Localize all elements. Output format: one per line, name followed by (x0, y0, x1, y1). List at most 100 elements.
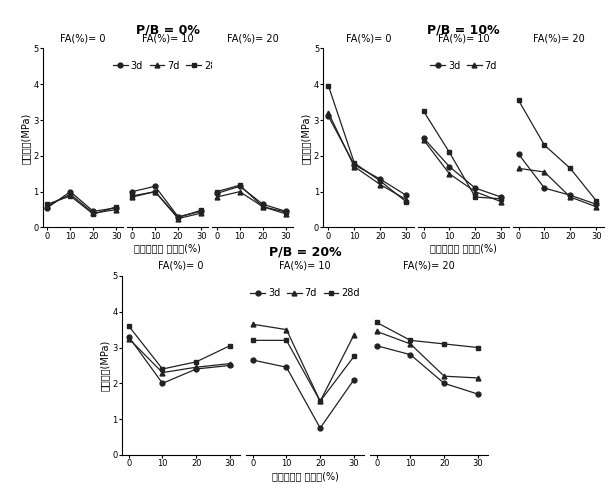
28d (159, 366, 166, 372)
28d (373, 319, 381, 325)
Legend: 3d, 7d: 3d, 7d (426, 57, 501, 75)
7d (497, 199, 504, 205)
7d (403, 197, 410, 202)
28d (407, 337, 414, 343)
3d (472, 185, 479, 191)
7d (283, 327, 290, 333)
7d (226, 361, 234, 366)
3d (592, 201, 600, 207)
Text: FA(%)= 10: FA(%)= 10 (438, 33, 489, 43)
7d (128, 194, 135, 200)
Text: FA(%)= 10: FA(%)= 10 (142, 33, 193, 43)
28d (259, 204, 267, 210)
3d (403, 192, 410, 198)
Line: 3d: 3d (421, 136, 503, 199)
7d (446, 171, 453, 177)
28d (113, 204, 120, 210)
7d (174, 215, 182, 221)
Y-axis label: 접착강도(MPa): 접착강도(MPa) (301, 112, 311, 164)
3d (446, 164, 453, 169)
Line: 3d: 3d (214, 184, 289, 214)
3d (198, 209, 205, 214)
Line: 7d: 7d (421, 137, 503, 204)
28d (446, 150, 453, 155)
Line: 28d: 28d (45, 194, 119, 217)
7d (440, 373, 448, 379)
3d (159, 380, 166, 386)
3d (420, 135, 427, 141)
7d (259, 204, 267, 210)
7d (351, 164, 358, 169)
Line: 28d: 28d (250, 338, 356, 404)
7d (198, 210, 205, 216)
7d (282, 211, 290, 217)
28d (283, 337, 290, 343)
Line: 3d: 3d (45, 189, 119, 214)
3d (128, 189, 135, 195)
7d (567, 194, 574, 200)
3d (113, 205, 120, 211)
Text: P/B = 10%: P/B = 10% (427, 23, 500, 36)
X-axis label: 고로슬래그 치환율(%): 고로슬래그 치환율(%) (134, 243, 201, 254)
Text: FA(%)= 20: FA(%)= 20 (533, 33, 584, 43)
28d (325, 83, 332, 89)
28d (236, 182, 243, 188)
3d (283, 364, 290, 370)
Line: 28d: 28d (326, 84, 409, 204)
Line: 7d: 7d (129, 189, 204, 221)
28d (472, 194, 479, 200)
28d (213, 189, 220, 195)
7d (592, 204, 600, 210)
Text: FA(%)= 0: FA(%)= 0 (158, 260, 204, 271)
28d (128, 193, 135, 199)
3d (407, 352, 414, 358)
28d (249, 337, 256, 343)
28d (125, 323, 132, 329)
28d (174, 214, 182, 220)
3d (567, 192, 574, 198)
28d (193, 359, 200, 365)
7d (151, 189, 159, 195)
3d (151, 183, 159, 189)
7d (373, 329, 381, 334)
28d (515, 97, 522, 103)
Line: 28d: 28d (421, 108, 503, 201)
28d (151, 189, 159, 195)
7d (420, 137, 427, 143)
28d (350, 353, 357, 359)
Line: 3d: 3d (129, 184, 204, 219)
3d (44, 205, 51, 211)
Line: 3d: 3d (375, 343, 480, 396)
3d (351, 162, 358, 167)
7d (236, 189, 243, 195)
28d (44, 201, 51, 207)
28d (66, 193, 74, 199)
7d (113, 207, 120, 212)
7d (474, 375, 481, 381)
28d (420, 108, 427, 114)
3d (226, 363, 234, 368)
Text: FA(%)= 0: FA(%)= 0 (60, 33, 106, 43)
28d (474, 345, 481, 350)
7d (540, 169, 548, 175)
Line: 7d: 7d (375, 329, 480, 380)
Line: 28d: 28d (126, 324, 232, 371)
Text: FA(%)= 10: FA(%)= 10 (279, 260, 331, 271)
Text: FA(%)= 20: FA(%)= 20 (226, 33, 278, 43)
7d (376, 182, 384, 187)
3d (440, 380, 448, 386)
3d (236, 183, 243, 189)
3d (66, 189, 74, 195)
Line: 28d: 28d (375, 320, 480, 350)
3d (350, 377, 357, 383)
3d (259, 201, 267, 207)
3d (249, 357, 256, 363)
3d (193, 366, 200, 372)
28d (540, 142, 548, 148)
Line: 3d: 3d (126, 334, 232, 386)
3d (540, 185, 548, 191)
7d (249, 321, 256, 327)
3d (497, 194, 504, 200)
28d (376, 178, 384, 184)
3d (515, 151, 522, 157)
